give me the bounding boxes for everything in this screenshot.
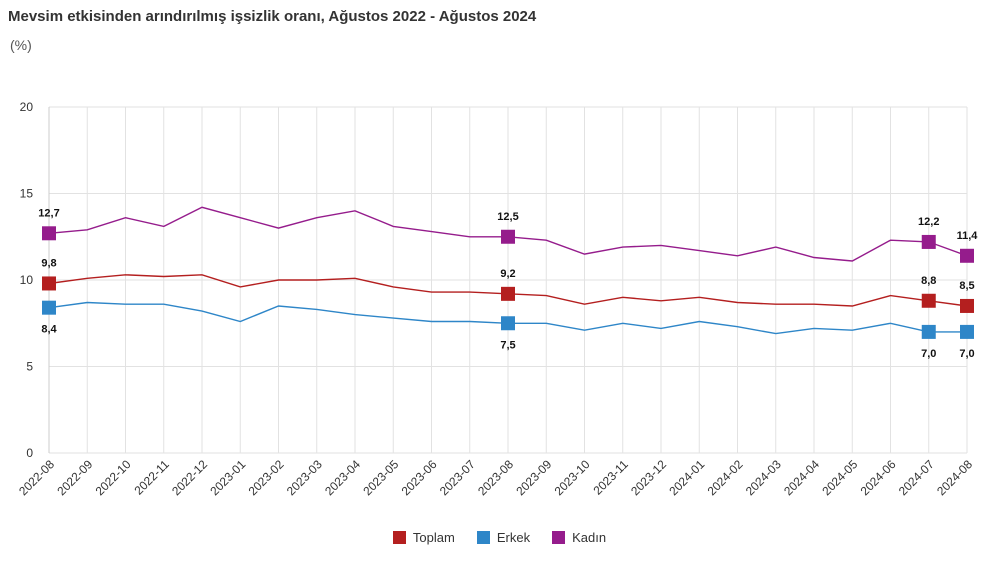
x-tick-label: 2022-10 [93,457,134,498]
data-point-marker [42,300,56,315]
data-label: 7,5 [500,339,515,351]
x-tick-label: 2023-05 [360,457,401,498]
legend-swatch-kadin [552,531,566,544]
legend-label-toplam: Toplam [412,530,455,545]
x-tick-label: 2024-03 [743,457,784,498]
data-label: 12,2 [918,216,939,228]
x-tick-label: 2023-07 [437,457,478,498]
data-point-marker [42,276,56,291]
x-tick-label: 2023-12 [628,457,669,498]
y-tick-label: 0 [26,446,33,460]
data-label: 12,7 [38,207,59,219]
data-label: 7,0 [959,348,974,360]
x-tick-label: 2024-06 [858,457,899,498]
x-tick-label: 2023-10 [552,457,593,498]
x-tick-label: 2022-11 [131,457,172,498]
chart-title: Mevsim etkisinden arındırılmış işsizlik … [8,8,537,25]
x-tick-label: 2023-09 [513,457,554,498]
x-tick-label: 2024-04 [781,457,822,498]
data-label: 11,4 [957,230,979,242]
chart-subtitle: (%) [10,37,32,53]
data-point-marker [921,293,936,308]
data-label: 9,2 [500,268,515,280]
y-tick-label: 10 [20,273,34,287]
data-point-marker [42,226,56,241]
x-tick-label: 2023-04 [322,457,363,498]
legend-item-erkek[interactable]: Erkek [476,530,531,545]
data-label: 8,4 [41,324,57,336]
data-point-marker [960,324,974,339]
x-tick-label: 2023-02 [246,457,287,498]
x-tick-label: 2022-12 [169,457,210,498]
legend: Toplam Erkek Kadın [0,530,999,545]
x-tick-label: 2023-01 [207,457,248,498]
data-point-marker [501,286,515,301]
data-point-marker [960,298,974,313]
data-point-marker [921,234,936,249]
x-tick-label: 2022-08 [16,457,57,498]
legend-swatch-erkek [476,531,490,544]
x-tick-label: 2024-01 [666,457,707,498]
x-tick-label: 2024-05 [819,457,860,498]
data-label: 9,8 [41,257,56,269]
data-label: 8,5 [959,280,974,292]
x-tick-label: 2023-06 [399,457,440,498]
x-tick-label: 2023-11 [590,457,631,498]
data-point-marker [960,248,974,263]
legend-item-toplam[interactable]: Toplam [392,530,455,545]
legend-label-erkek: Erkek [496,530,531,545]
legend-item-kadin[interactable]: Kadın [552,530,606,545]
y-tick-label: 20 [20,100,34,114]
x-tick-label: 2024-02 [705,457,746,498]
x-tick-label: 2022-09 [54,457,95,498]
x-tick-label: 2024-07 [896,457,937,498]
data-point-marker [501,229,515,244]
data-label: 8,8 [921,275,936,287]
data-label: 7,0 [921,348,936,360]
y-tick-label: 5 [26,360,33,374]
legend-label-kadin: Kadın [572,530,607,545]
y-tick-label: 15 [20,187,34,201]
data-label: 12,5 [497,211,518,223]
legend-swatch-toplam [392,531,406,544]
data-point-marker [921,324,936,339]
x-tick-label: 2024-08 [934,457,975,498]
x-tick-label: 2023-08 [475,457,516,498]
data-point-marker [501,316,515,331]
x-tick-label: 2023-03 [284,457,325,498]
